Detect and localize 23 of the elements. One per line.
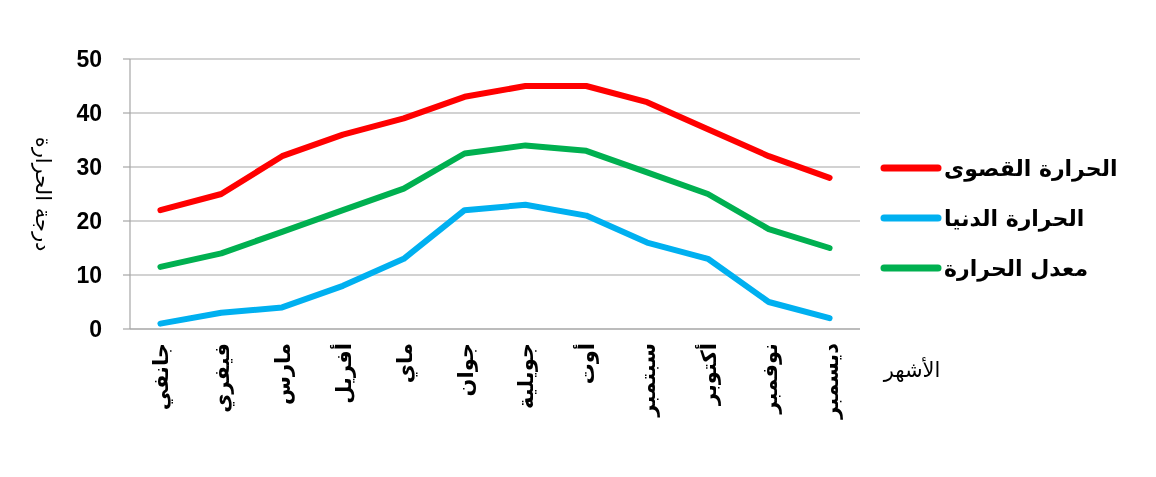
- x-tick-label: أوت: [572, 343, 600, 385]
- y-tick-label: 0: [89, 316, 102, 342]
- x-tick-label: فيفري: [210, 343, 236, 413]
- x-tick-label: نوفمبر: [757, 343, 782, 415]
- x-tick-label: ماي: [392, 343, 418, 384]
- y-axis-title: درجة الحرارة: [31, 136, 55, 252]
- x-tick-label: سبتمبر: [636, 343, 661, 418]
- x-tick-label: مارس: [271, 343, 296, 405]
- legend-label: الحرارة الدنيا: [944, 206, 1085, 232]
- y-tick-label: 50: [76, 46, 102, 72]
- x-tick-label: جوان: [453, 343, 478, 397]
- x-tick-label: أكتوبر: [693, 343, 721, 407]
- y-tick-label: 10: [76, 262, 102, 288]
- x-tick-label: جانفي: [149, 343, 174, 411]
- x-tick-label: أفريل: [328, 343, 356, 404]
- legend-label: معدل الحرارة: [944, 256, 1089, 282]
- x-tick-label: ديسمبر: [818, 342, 843, 420]
- y-tick-label: 30: [76, 154, 102, 180]
- x-tick-label: جويلية: [514, 343, 539, 410]
- x-axis-title: الأشهر: [882, 357, 941, 382]
- y-tick-label: 20: [76, 208, 102, 234]
- legend-label: الحرارة القصوى: [944, 156, 1118, 182]
- y-tick-label: 40: [76, 100, 102, 126]
